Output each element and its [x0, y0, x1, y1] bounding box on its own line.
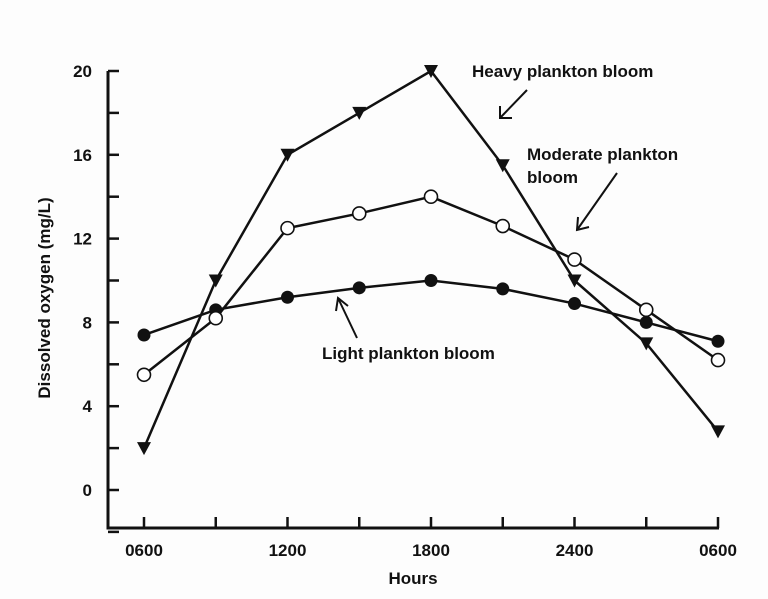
x-axis-title: Hours — [388, 569, 437, 588]
x-tick-label: 1200 — [269, 541, 307, 560]
data-point — [496, 282, 510, 296]
x-tick-label: 2400 — [556, 541, 594, 560]
data-point — [424, 65, 438, 78]
data-point — [137, 328, 151, 342]
y-tick-label: 8 — [83, 313, 92, 332]
arrow-light-head — [335, 296, 349, 312]
data-point — [567, 274, 582, 288]
arrow-moderate — [576, 172, 618, 231]
data-point — [280, 148, 295, 162]
y-axis-title: Dissolved oxygen (mg/L) — [35, 197, 54, 398]
annotation-heavy: Heavy plankton bloom — [472, 62, 653, 81]
x-tick-label: 0600 — [125, 541, 163, 560]
axes — [106, 69, 720, 534]
data-point — [352, 106, 367, 120]
y-tick-label: 16 — [73, 146, 92, 165]
arrow-heavy — [499, 89, 528, 119]
data-point — [568, 297, 581, 311]
y-tick-labels: 0 4 8 12 16 20 — [73, 62, 92, 500]
annotation-moderate-line1: Moderate plankton — [527, 145, 678, 164]
data-point — [423, 189, 439, 204]
y-tick-label: 0 — [83, 481, 92, 500]
data-point — [567, 252, 582, 267]
data-point — [137, 442, 151, 456]
data-point — [281, 290, 294, 304]
data-point — [638, 302, 654, 318]
data-point — [639, 337, 654, 351]
data-point — [711, 425, 725, 439]
data-point — [639, 315, 653, 329]
data-point — [208, 274, 223, 288]
annotation-light: Light plankton bloom — [322, 344, 495, 363]
arrow-heavy-head — [499, 106, 512, 119]
data-point — [351, 206, 367, 221]
y-tick-label: 12 — [73, 230, 92, 249]
data-point — [136, 367, 152, 383]
x-tick-label: 1800 — [412, 541, 450, 560]
data-point — [495, 159, 510, 173]
arrow-moderate-head — [575, 216, 590, 232]
data-point — [280, 220, 295, 236]
data-point — [424, 274, 438, 287]
x-tick-label: 0600 — [699, 541, 737, 560]
data-point — [208, 310, 224, 326]
x-tick-labels: 0600 1200 1800 2400 0600 — [125, 541, 737, 560]
series-moderate-plankton-bloom — [136, 189, 726, 383]
data-point — [711, 334, 725, 348]
annotation-moderate-line2: bloom — [527, 168, 578, 187]
series-heavy-plankton-bloom — [137, 65, 725, 456]
data-point — [352, 281, 366, 295]
data-point — [710, 352, 726, 368]
arrow-light — [337, 297, 358, 339]
series-layer — [136, 65, 726, 456]
series-light-plankton-bloom — [137, 274, 725, 348]
y-tick-label: 4 — [83, 397, 93, 416]
y-tick-label: 20 — [73, 62, 92, 81]
data-point — [495, 218, 511, 234]
